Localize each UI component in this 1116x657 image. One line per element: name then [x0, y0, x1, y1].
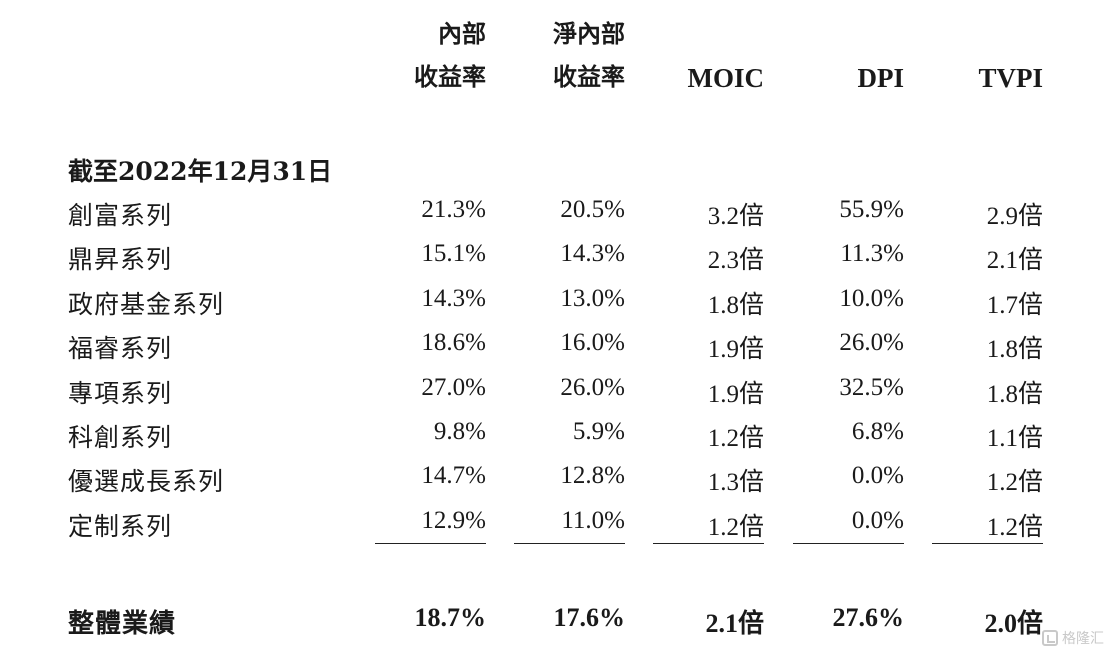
cell-tvpi: 1.7倍 [986, 292, 1043, 319]
cell-tvpi: 1.8倍 [986, 336, 1043, 363]
cell-dpi: 6.8% [851, 418, 904, 445]
cell-net-irr: 26.0% [560, 374, 625, 401]
cell-dpi: 0.0% [851, 462, 904, 489]
header-irr-line2: 收益率 [414, 62, 486, 91]
rule-net-irr [514, 543, 625, 544]
cell-net-irr: 5.9% [572, 418, 625, 445]
cell-moic: 1.2倍 [707, 425, 764, 452]
cell-moic: 3.2倍 [707, 203, 764, 230]
total-dpi: 27.6% [832, 603, 905, 632]
cell-net-irr: 11.0% [561, 507, 625, 534]
cell-tvpi: 1.1倍 [986, 425, 1043, 452]
cell-net-irr: 13.0% [560, 285, 625, 312]
cell-dpi: 11.3% [840, 240, 904, 267]
header-net-irr-line2: 收益率 [553, 62, 625, 91]
row-label: 鼎昇系列 [68, 245, 173, 274]
cell-moic: 1.3倍 [707, 469, 764, 496]
rule-dpi [793, 543, 904, 544]
cell-tvpi: 2.9倍 [986, 203, 1043, 230]
header-net-irr: 淨內部 收益率 [553, 20, 625, 91]
header-dpi: DPI [857, 63, 905, 93]
cell-moic: 2.3倍 [707, 247, 764, 274]
cell-tvpi: 1.2倍 [986, 514, 1043, 541]
cell-moic: 1.9倍 [707, 336, 764, 363]
total-label: 整體業績 [68, 609, 177, 639]
cell-dpi: 10.0% [839, 285, 904, 312]
total-net-irr: 17.6% [553, 603, 626, 632]
row-label: 定制系列 [68, 512, 173, 541]
cell-moic: 1.8倍 [707, 292, 764, 319]
cell-dpi: 0.0% [851, 507, 904, 534]
cell-net-irr: 20.5% [560, 196, 625, 223]
cell-irr: 18.6% [421, 329, 486, 356]
cell-irr: 12.9% [421, 507, 486, 534]
header-irr-line1: 內部 [438, 19, 486, 48]
cell-irr: 27.0% [421, 374, 486, 401]
rule-irr [375, 543, 486, 544]
watermark: 格隆汇 [1042, 628, 1104, 648]
section-title: 截至2022年12月31日 [68, 157, 333, 186]
row-label: 科創系列 [68, 423, 173, 452]
rule-moic [653, 543, 764, 544]
cell-dpi: 32.5% [839, 374, 904, 401]
total-tvpi: 2.0倍 [984, 609, 1043, 638]
header-tvpi: TVPI [978, 63, 1043, 93]
total-irr: 18.7% [414, 603, 487, 632]
row-label: 創富系列 [68, 201, 173, 230]
rule-tvpi [932, 543, 1043, 544]
gelonghui-logo-icon [1042, 630, 1058, 646]
cell-dpi: 55.9% [839, 196, 904, 223]
cell-net-irr: 14.3% [560, 240, 625, 267]
row-label: 政府基金系列 [68, 290, 225, 319]
total-moic: 2.1倍 [705, 609, 764, 638]
cell-irr: 15.1% [421, 240, 486, 267]
cell-net-irr: 12.8% [560, 462, 625, 489]
header-moic: MOIC [687, 63, 765, 93]
row-label: 福睿系列 [68, 334, 173, 363]
cell-irr: 14.7% [421, 462, 486, 489]
header-net-irr-line1: 淨內部 [553, 19, 625, 48]
cell-irr: 9.8% [433, 418, 486, 445]
cell-net-irr: 16.0% [560, 329, 625, 356]
header-irr: 內部 收益率 [414, 20, 486, 91]
cell-tvpi: 1.2倍 [986, 469, 1043, 496]
watermark-text: 格隆汇 [1062, 631, 1104, 647]
cell-irr: 21.3% [421, 196, 486, 223]
row-label: 優選成長系列 [68, 467, 225, 496]
row-label: 專項系列 [68, 379, 173, 408]
cell-tvpi: 2.1倍 [986, 247, 1043, 274]
cell-moic: 1.2倍 [707, 514, 764, 541]
cell-irr: 14.3% [421, 285, 486, 312]
cell-moic: 1.9倍 [707, 381, 764, 408]
cell-dpi: 26.0% [839, 329, 904, 356]
cell-tvpi: 1.8倍 [986, 381, 1043, 408]
